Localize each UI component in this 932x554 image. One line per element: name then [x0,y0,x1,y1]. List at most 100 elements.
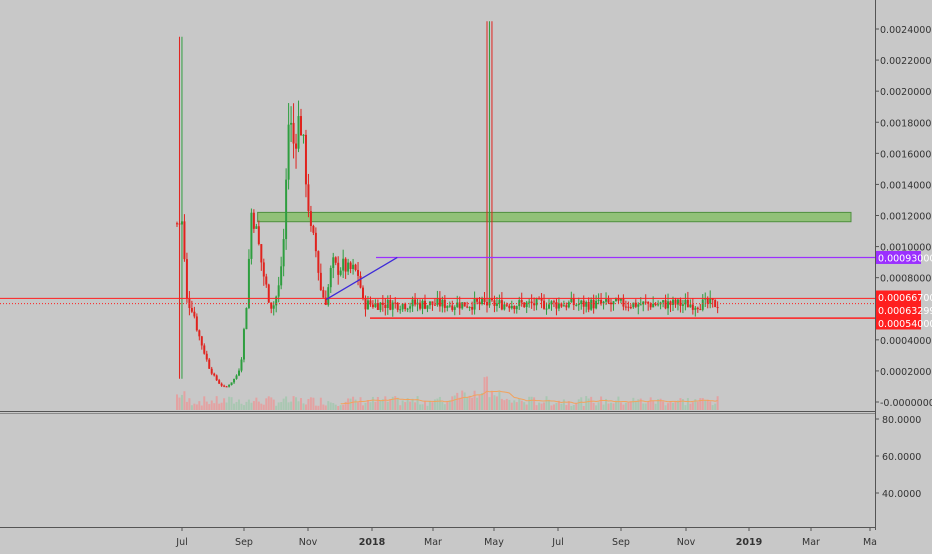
volume-bar [304,404,307,410]
candle-body [466,306,469,308]
candle-body [265,276,268,285]
volume-bar [572,405,575,410]
price-label-text: 0.00063299 [878,306,932,317]
volume-bar [180,394,183,410]
volume-bar [233,403,236,410]
volume-bar [642,403,645,410]
candle-body [215,375,218,381]
candle-body [570,298,573,303]
volume-bar [654,403,657,410]
candle-body [505,304,508,306]
candle-body [562,305,565,307]
volume-bar [610,402,612,410]
candle-body [304,134,307,185]
candle-body [223,385,226,387]
price-label-badge [876,250,921,264]
candle-body [508,305,511,309]
candle-body [448,305,451,307]
candle-body [381,302,384,305]
candle-body [644,301,647,303]
volume-bar [674,401,677,410]
candle-body [342,258,345,271]
volume-bar [317,405,320,410]
volume-bar [381,399,384,410]
volume-bar [185,401,188,410]
candle-body [515,306,518,310]
volume-bar [349,398,352,410]
candle-body [676,299,679,305]
volume-bar [637,399,640,410]
price-tick-label: 0.00100000 [880,243,932,254]
candle-body [180,221,183,225]
price-tick-label: 0.00120000 [880,212,932,223]
volume-bar [577,399,580,410]
candle-body [252,212,255,229]
volume-bar [458,397,461,410]
volume-bar [406,398,409,410]
candle-body [495,303,498,306]
candle-body [374,303,377,308]
volume-bar [619,402,622,410]
volume-bar [488,397,491,410]
candle-body [592,299,595,309]
candle-body [312,225,315,233]
volume-bar [714,403,717,410]
candle-body [275,296,278,306]
candle-body [389,299,392,310]
candle-body [476,298,479,302]
volume-bar [337,405,340,410]
candle-body [567,302,570,308]
indicator-tick-label: 60.0000 [882,452,921,463]
volume-bar [438,396,441,410]
volume-bar [312,397,315,410]
candle-body [552,301,555,303]
volume-bar [270,397,273,410]
candle-body [503,304,506,310]
candle-body [394,302,397,304]
volume-bar [319,397,322,410]
candle-body [647,301,650,304]
volume-bar [414,402,417,410]
candle-body [436,298,439,305]
volume-bar [667,403,670,410]
candle-body [195,316,198,331]
candle-body [255,226,258,229]
volume-bar [657,399,660,410]
candle-body [657,304,660,306]
volume-bar [213,403,216,410]
volume-bar [362,405,364,410]
candle-body [614,298,617,302]
price-label-badge [876,290,921,304]
volume-bar [198,401,201,410]
candle-body [605,299,608,302]
volume-bar [433,399,436,410]
candle-body [612,301,615,305]
candle-body [550,301,553,305]
time-axis: Jul Sep Nov 2018 Mar May Jul Sep Nov 2019 Mar Ma [0,527,877,548]
volume-bar [371,396,374,410]
candle-body [458,302,461,309]
candle-body [210,368,213,374]
candle-body [473,298,476,310]
volume-bar [416,396,419,410]
candle-body [654,303,657,306]
candle-body [689,304,692,308]
volume-bar [580,397,583,410]
time-tick-label: Jul [551,537,563,548]
candle-body [602,301,605,304]
volume-bar [689,403,692,410]
candle-body [600,299,603,304]
volume-bar [327,401,330,410]
candle-body [364,298,367,310]
candle-body [438,298,441,307]
volume-bar [428,400,431,410]
candle-body [242,329,245,360]
volume-bar [225,402,228,410]
volume-bar [235,401,238,410]
candle-body [205,353,208,360]
volume-bar [617,396,620,410]
candle-body [411,299,414,307]
